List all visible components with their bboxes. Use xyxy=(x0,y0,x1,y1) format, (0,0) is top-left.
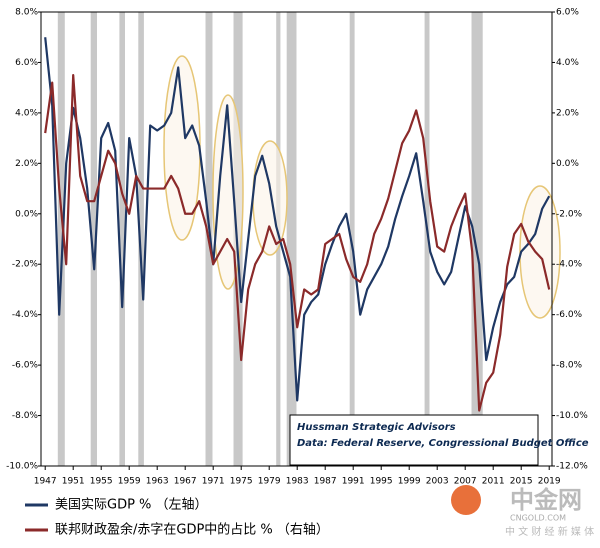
recession-band xyxy=(57,12,65,466)
y2-tick-label: -10.0% xyxy=(556,411,588,421)
highlight-ellipse xyxy=(212,94,244,290)
y-tick-label: 6.0% xyxy=(15,58,38,68)
x-tick-label: 1987 xyxy=(314,477,337,487)
x-tick-label: 1971 xyxy=(202,477,225,487)
recession-band xyxy=(286,12,297,466)
x-tick-label: 1963 xyxy=(146,477,169,487)
x-tick-label: 2011 xyxy=(482,477,505,487)
y2-tick-label: -6.0% xyxy=(556,310,583,320)
x-tick-label: 1979 xyxy=(258,477,281,487)
legend-label: 美国实际GDP % （左轴） xyxy=(55,498,208,513)
x-tick-label: 1947 xyxy=(34,477,57,487)
x-tick-label: 2007 xyxy=(454,477,477,487)
legend-label: 联邦财政盈余/赤字在GDP中的占比 % （右轴） xyxy=(55,522,329,538)
recession-band xyxy=(471,12,483,466)
y-tick-label: 8.0% xyxy=(15,8,38,18)
y2-tick-label: 0.0% xyxy=(556,159,579,169)
highlight-ellipse xyxy=(252,140,288,256)
x-tick-label: 1991 xyxy=(342,477,365,487)
x-tick-label: 1967 xyxy=(174,477,197,487)
y2-tick-label: 2.0% xyxy=(556,108,579,118)
x-tick-label: 1975 xyxy=(230,477,253,487)
x-tick-label: 1955 xyxy=(90,477,113,487)
y2-tick-label: 4.0% xyxy=(556,58,579,68)
recession-band xyxy=(424,12,430,466)
recession-band xyxy=(119,12,125,466)
series-layer xyxy=(44,37,551,412)
x-tick-label: 1983 xyxy=(286,477,309,487)
x-tick-label: 1951 xyxy=(62,477,85,487)
y-tick-label: -6.0% xyxy=(12,361,39,371)
x-tick-label: 1999 xyxy=(398,477,421,487)
recession-band xyxy=(138,12,144,466)
y2-tick-label: -12.0% xyxy=(556,462,588,472)
x-tick-label: 1995 xyxy=(370,477,393,487)
y2-tick-label: -4.0% xyxy=(556,260,583,270)
series-line xyxy=(44,73,551,412)
y2-tick-label: -2.0% xyxy=(556,209,583,219)
watermark: 中金网 CNGOLD.COM 中 文 财 经 新 媒 体 xyxy=(451,485,594,538)
y2-tick-label: 6.0% xyxy=(556,8,579,18)
annotation-text: Data: Federal Reserve, Congressional Bud… xyxy=(297,438,589,449)
y-tick-label: -2.0% xyxy=(12,260,39,270)
y-tick-label: -4.0% xyxy=(12,310,39,320)
highlight-ellipse xyxy=(519,185,561,319)
y-tick-label: 4.0% xyxy=(15,108,38,118)
recession-band xyxy=(90,12,97,466)
y-tick-label: -8.0% xyxy=(12,411,39,421)
y-tick-label: 2.0% xyxy=(15,159,38,169)
x-tick-label: 2015 xyxy=(510,477,533,487)
x-tick-label: 2003 xyxy=(426,477,449,487)
x-tick-label: 1959 xyxy=(118,477,141,487)
y-tick-label: 0.0% xyxy=(15,209,38,219)
watermark-logo xyxy=(451,485,481,515)
y-tick-label: -10.0% xyxy=(6,462,38,472)
series-line xyxy=(44,37,551,402)
watermark-site: CNGOLD.COM xyxy=(510,514,566,523)
watermark-slogan: 中 文 财 经 新 媒 体 xyxy=(505,525,594,538)
annotation-text: Hussman Strategic Advisors xyxy=(297,422,456,433)
recession-band xyxy=(349,12,355,466)
x-tick-label: 2019 xyxy=(538,477,561,487)
y2-tick-label: -8.0% xyxy=(556,361,583,371)
highlights xyxy=(163,55,561,319)
annotation-box xyxy=(289,414,539,466)
watermark-title: 中金网 xyxy=(510,486,582,514)
highlight-ellipse xyxy=(163,55,201,241)
plot-frame xyxy=(40,11,553,467)
